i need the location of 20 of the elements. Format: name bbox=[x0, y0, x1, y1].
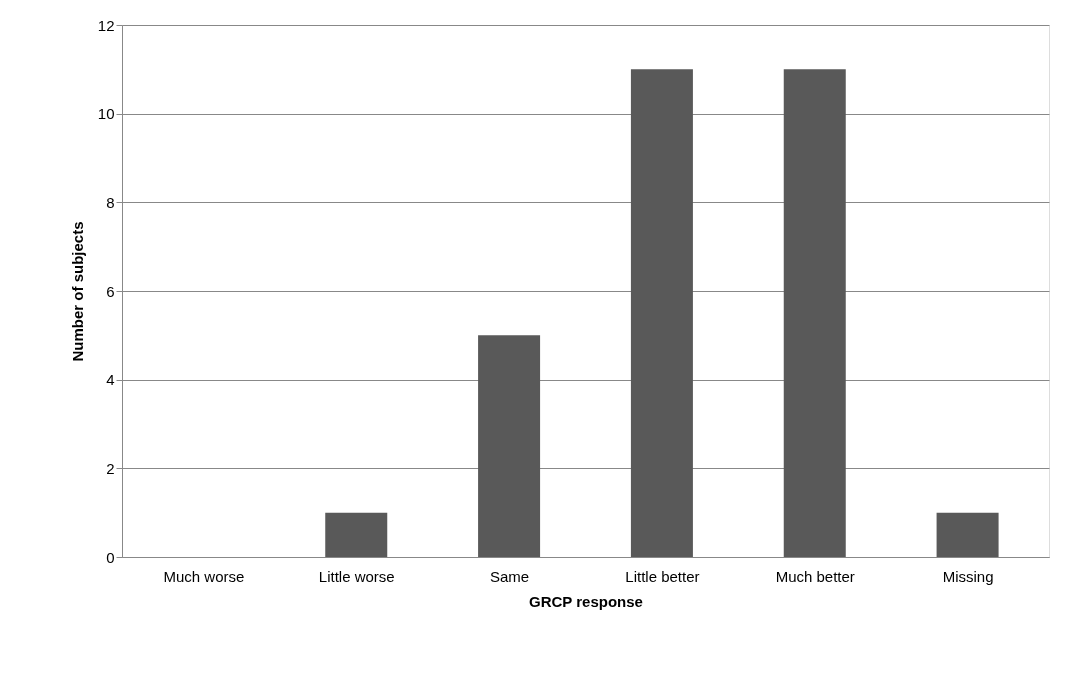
bar bbox=[936, 512, 999, 557]
x-axis-title: GRCP response bbox=[529, 592, 643, 610]
bar bbox=[630, 69, 693, 557]
x-tick-label: Little better bbox=[625, 567, 700, 585]
y-tick-label: 10 bbox=[97, 105, 115, 123]
x-tick-label: Little worse bbox=[318, 567, 395, 585]
x-tick-label: Missing bbox=[942, 567, 994, 585]
x-tick-label: Much worse bbox=[163, 567, 245, 585]
x-tick-label: Same bbox=[489, 567, 530, 585]
y-axis-title: Number of subjects bbox=[68, 221, 86, 362]
bar bbox=[783, 69, 846, 557]
bar bbox=[478, 335, 541, 557]
y-tick-label: 6 bbox=[106, 282, 115, 300]
y-tick-label: 0 bbox=[106, 548, 115, 566]
x-tick-label: Much better bbox=[775, 567, 855, 585]
y-tick-label: 2 bbox=[106, 459, 115, 477]
y-tick-label: 4 bbox=[106, 371, 115, 389]
bar bbox=[325, 512, 388, 557]
y-tick-label: 8 bbox=[106, 193, 115, 211]
y-tick-label: 12 bbox=[97, 16, 115, 34]
